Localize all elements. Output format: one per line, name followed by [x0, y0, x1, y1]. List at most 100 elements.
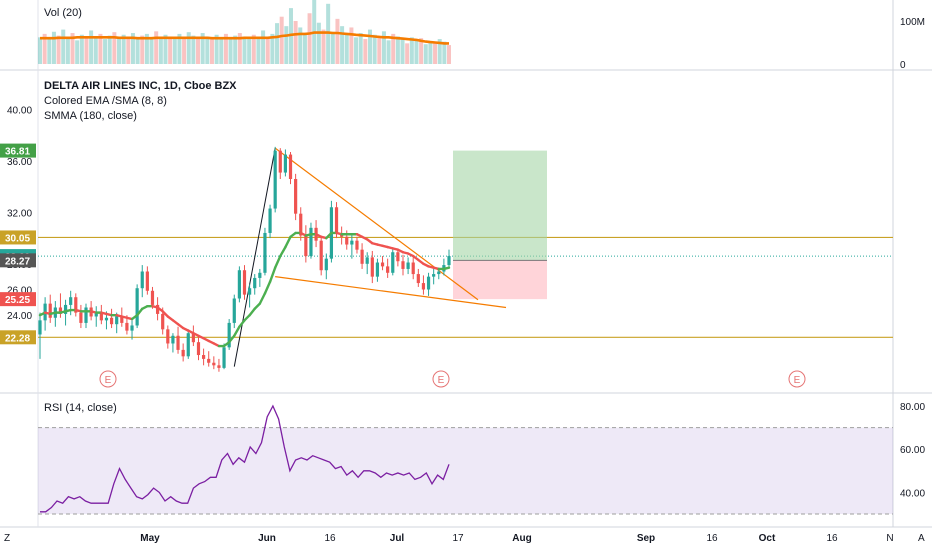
time-tick-label: Jul [390, 533, 405, 544]
volume-bar [135, 39, 140, 64]
upper-trendline [274, 147, 479, 301]
volume-pane [38, 0, 451, 65]
candle-body [120, 316, 124, 323]
candle-body [304, 235, 308, 257]
volume-bar [144, 33, 149, 64]
time-tick-label: Oct [759, 533, 776, 544]
candle-body [360, 249, 364, 264]
ema-segment [263, 280, 272, 295]
auto-scale-button[interactable]: A [918, 533, 925, 544]
volume-bar [242, 36, 247, 64]
candle-body [94, 312, 98, 317]
candle-body [171, 335, 175, 344]
candle-body [222, 347, 226, 368]
earnings-marker-label: E [438, 375, 445, 386]
time-tick-label: N [886, 533, 893, 544]
volume-bar [205, 36, 210, 64]
candle-body [278, 150, 282, 173]
volume-bar [298, 27, 303, 64]
ema-segment [325, 231, 333, 240]
volume-bar [247, 39, 252, 64]
volume-bar [158, 38, 163, 64]
price-tag-label: 25.25 [5, 295, 30, 306]
volume-bar [321, 29, 326, 65]
candle-body [324, 258, 328, 271]
candle-body [288, 154, 293, 179]
candle-body [186, 333, 190, 357]
candle-body [196, 342, 201, 356]
rsi-tick-label: 80.00 [900, 402, 925, 413]
ema-segment [258, 292, 267, 305]
volume-bar [261, 30, 266, 64]
volume-bar [367, 29, 372, 65]
candle-body [99, 312, 103, 321]
volume-bar [103, 39, 108, 64]
volume-bar [372, 34, 377, 64]
candle-body [370, 257, 374, 277]
volume-bar [47, 39, 52, 64]
ema-segment [243, 314, 251, 322]
candle-body [283, 154, 287, 173]
price-tick-label: 32.00 [7, 208, 32, 219]
ema-segment [442, 266, 451, 271]
volume-bar [140, 35, 145, 64]
candle-body [345, 236, 349, 245]
lower-trendline [275, 276, 507, 309]
time-tick-label: May [140, 533, 160, 544]
candle-body [386, 266, 390, 273]
candle-body [79, 312, 83, 323]
volume-bar [381, 31, 386, 64]
volume-bar [419, 38, 424, 64]
candle-body [294, 178, 298, 214]
ema-segment [253, 302, 262, 310]
candle-body [380, 262, 385, 267]
volume-bar [130, 33, 135, 64]
volume-bar [391, 33, 396, 64]
time-tick-label: Aug [512, 533, 531, 544]
volume-bar [75, 40, 80, 64]
time-tick-label: 16 [706, 533, 718, 544]
rsi-tick-label: 40.00 [900, 488, 925, 499]
candle-body [48, 303, 52, 318]
candle-body [217, 365, 221, 368]
candle-body [432, 274, 436, 277]
volume-bar [191, 35, 196, 64]
impulse-line [233, 148, 276, 367]
volume-bar [414, 40, 419, 64]
candle-body [115, 316, 119, 325]
candle-body [355, 240, 359, 250]
candle-body [130, 325, 134, 331]
candle-body [437, 271, 441, 275]
volume-bar [214, 34, 219, 64]
candle-body [145, 271, 149, 291]
volume-bar [344, 33, 349, 64]
price-tick-label: 26.00 [7, 286, 32, 297]
candle-body [273, 150, 277, 209]
candle-body [426, 276, 431, 290]
ema-segment [273, 254, 282, 269]
candle-body [268, 208, 272, 233]
candle-body [227, 322, 231, 348]
price-tag [0, 230, 36, 245]
zoom-button[interactable]: Z [4, 533, 10, 544]
candle-body [237, 270, 241, 299]
ema-segment [135, 307, 144, 317]
stop-zone [453, 260, 547, 300]
price-tag [0, 292, 36, 307]
candle-body [38, 320, 42, 335]
earnings-marker [432, 370, 450, 388]
volume-bar [186, 32, 191, 64]
volume-bar [177, 33, 182, 64]
ema-segment [161, 310, 170, 318]
price-tick-label: 36.00 [7, 157, 32, 168]
volume-bar [182, 37, 187, 64]
candle-body [155, 304, 160, 314]
volume-bar [79, 34, 84, 64]
price-tag [0, 253, 36, 268]
volume-bar [270, 33, 275, 64]
volume-bar [121, 34, 126, 64]
candle-body [258, 272, 262, 278]
